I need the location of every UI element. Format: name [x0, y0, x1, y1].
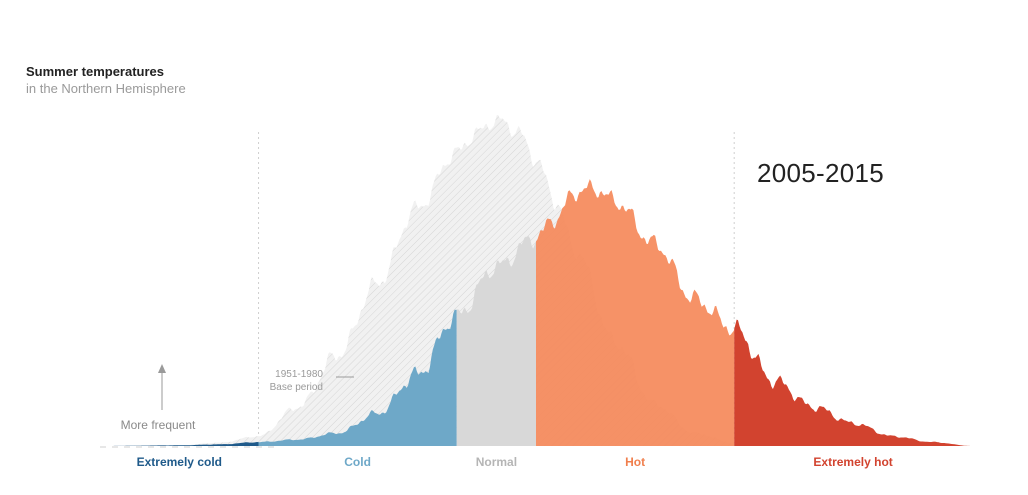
- label-extremely-hot: Extremely hot: [813, 455, 892, 469]
- label-normal: Normal: [476, 455, 517, 469]
- extremely-cold-area: [100, 442, 259, 446]
- cold-area: [258, 309, 457, 446]
- normal-area: [456, 236, 537, 446]
- chart-title: Summer temperatures: [26, 64, 164, 79]
- label-cold: Cold: [344, 455, 371, 469]
- base-period-label: Base period: [270, 382, 323, 393]
- chart-subtitle: in the Northern Hemisphere: [26, 81, 186, 96]
- period-label: 2005-2015: [757, 158, 885, 188]
- frequency-label: More frequent: [121, 418, 196, 432]
- label-extremely-cold: Extremely cold: [137, 455, 222, 469]
- hot-area: [536, 179, 735, 446]
- extremely-hot-area: [734, 319, 972, 446]
- base-period-years: 1951-1980: [275, 369, 323, 380]
- up-arrow-icon: [158, 364, 166, 373]
- label-hot: Hot: [625, 455, 645, 469]
